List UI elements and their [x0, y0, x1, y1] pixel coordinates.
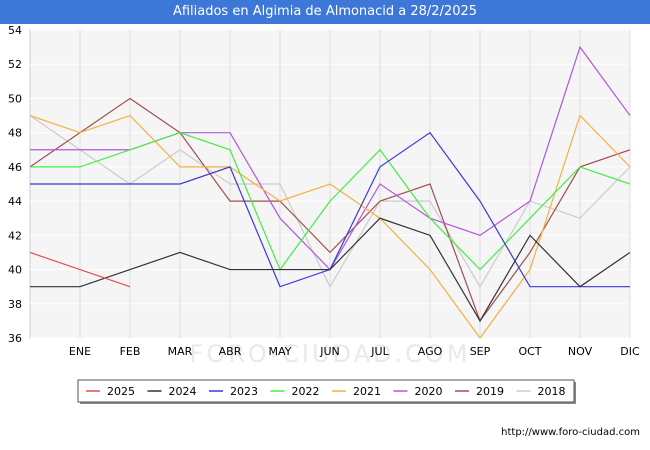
y-tick-label: 46 — [8, 161, 22, 174]
series-line-2021 — [29, 114, 631, 340]
y-tick-label: 40 — [8, 264, 22, 277]
legend-label-2022: 2022 — [292, 385, 320, 398]
legend-label-2020: 2020 — [415, 385, 443, 398]
y-tick-label: 36 — [8, 332, 22, 345]
x-tick-label: SEP — [470, 345, 491, 358]
legend-label-2025: 2025 — [107, 385, 135, 398]
y-tick-label: 42 — [8, 229, 22, 242]
x-tick-label: AGO — [418, 345, 443, 358]
legend-label-2023: 2023 — [230, 385, 258, 398]
x-tick-label: MAR — [168, 345, 193, 358]
x-tick-label: OCT — [518, 345, 541, 358]
chart-title: Afiliados en Algimia de Almonacid a 28/2… — [0, 0, 650, 24]
legend-label-2019: 2019 — [476, 385, 504, 398]
y-tick-label: 50 — [8, 92, 22, 105]
x-tick-label: MAY — [269, 345, 292, 358]
x-tick-label: ENE — [69, 345, 91, 358]
y-tick-label: 48 — [8, 127, 22, 140]
source-link[interactable]: http://www.foro-ciudad.com — [501, 427, 640, 438]
legend-box — [77, 379, 575, 403]
series-line-2019 — [29, 97, 631, 323]
x-tick-label: JUL — [370, 345, 389, 358]
y-tick-label: 38 — [8, 298, 22, 311]
x-tick-label: FEB — [120, 345, 141, 358]
x-tick-label: DIC — [620, 345, 640, 358]
y-tick-label: 52 — [8, 58, 22, 71]
legend: 2025 2024 2023 2022 2021 2020 2019 2018 — [77, 379, 576, 404]
watermark-text: FORO-CIUDAD.COM — [190, 340, 471, 368]
series-line-2022 — [30, 132, 631, 271]
y-tick-label: 54 — [8, 24, 22, 37]
y-tick-label: 44 — [8, 195, 22, 208]
x-tick-label: JUN — [319, 345, 340, 358]
x-tick-label: NOV — [568, 345, 593, 358]
series-line-2025 — [29, 251, 131, 288]
legend-label-2024: 2024 — [169, 385, 197, 398]
legend-label-2021: 2021 — [353, 385, 381, 398]
x-tick-label: ABR — [219, 345, 242, 358]
legend-label-2018: 2018 — [538, 385, 566, 398]
series-line-2024 — [30, 217, 631, 323]
